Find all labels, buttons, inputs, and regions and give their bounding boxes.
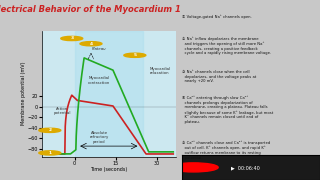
Text: ⑤ Ca²⁺ channels close and Ca²⁺ is transported
  out of cell. K⁺ channels open, a: ⑤ Ca²⁺ channels close and Ca²⁺ is transp…: [182, 140, 271, 160]
Circle shape: [39, 151, 61, 155]
Circle shape: [169, 163, 218, 172]
Circle shape: [39, 128, 61, 132]
Text: Myocardial
contraction: Myocardial contraction: [88, 76, 110, 85]
Text: 1: 1: [48, 151, 52, 155]
Text: ③ Na⁺ channels close when the cell
  depolarizes, and the voltage peaks at
  nea: ③ Na⁺ channels close when the cell depol…: [182, 70, 257, 83]
Text: ② Na⁺ inflow depolarizes the membrane
  and triggers the opening of still more N: ② Na⁺ inflow depolarizes the membrane an…: [182, 36, 272, 55]
Text: 5: 5: [133, 53, 136, 57]
Y-axis label: Membrane potential (mV): Membrane potential (mV): [21, 62, 26, 125]
Circle shape: [61, 36, 83, 40]
Text: Myocardial
relaxation: Myocardial relaxation: [150, 67, 171, 75]
Text: Electrical Behavior of the Myocardium 1: Electrical Behavior of the Myocardium 1: [0, 5, 181, 14]
Text: Plateau: Plateau: [92, 47, 107, 51]
Circle shape: [80, 42, 102, 46]
Text: 2: 2: [48, 128, 51, 132]
Circle shape: [124, 53, 146, 57]
Bar: [75, 31, 143, 157]
Text: Absolute
refractory
period: Absolute refractory period: [90, 130, 109, 144]
Text: ① Voltage-gated Na⁺ channels open.: ① Voltage-gated Na⁺ channels open.: [182, 14, 252, 19]
X-axis label: Time (seconds): Time (seconds): [90, 167, 127, 172]
Text: 3: 3: [70, 37, 73, 40]
Text: ④ Ca²⁺ entering through slow Ca²⁺
  channels prolongs depolarization of
  membra: ④ Ca²⁺ entering through slow Ca²⁺ channe…: [182, 95, 274, 124]
Text: 4: 4: [89, 42, 92, 46]
Text: ▶  00:06:40: ▶ 00:06:40: [230, 165, 259, 170]
Text: Action
potential: Action potential: [53, 107, 71, 115]
